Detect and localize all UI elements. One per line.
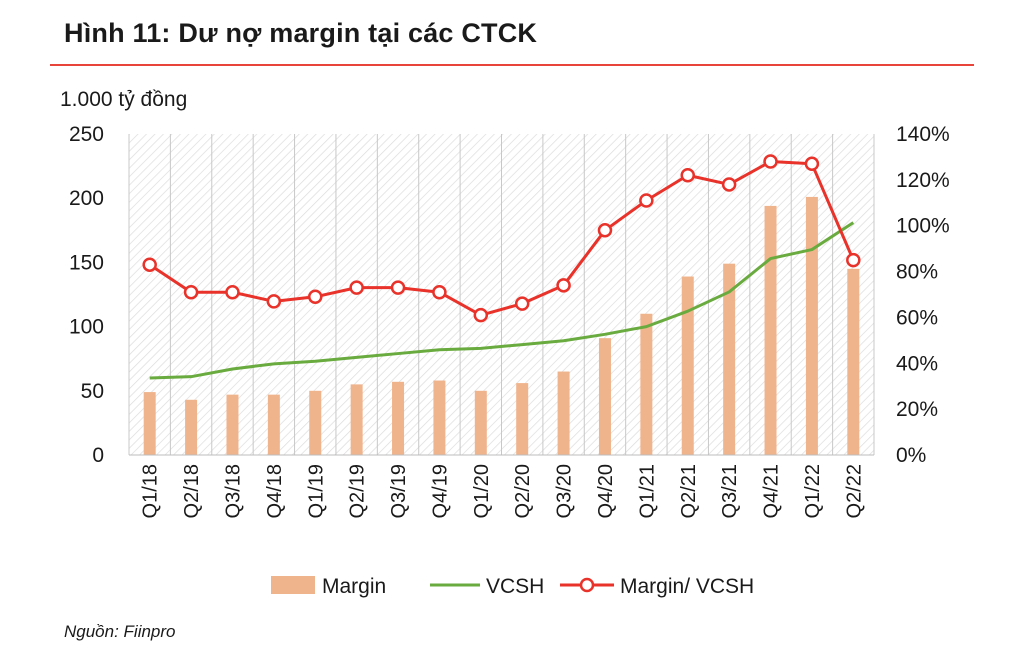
legend-label-vcsh: VCSH	[486, 575, 544, 598]
left-axis-tick-label: 250	[69, 123, 104, 146]
right-axis-tick-label: 40%	[896, 352, 938, 375]
ratio-line-group	[142, 154, 861, 323]
x-axis-tick-label: Q1/22	[802, 464, 824, 518]
left-axis-tick-label: 0	[92, 444, 104, 467]
source-note: Nguồn: Fiinpro	[64, 622, 176, 641]
right-axis-tick-label: 60%	[896, 306, 938, 329]
margin-bar	[143, 392, 156, 455]
margin-bar	[723, 263, 736, 455]
right-axis-tick-label: 0%	[896, 444, 926, 467]
legend-label-ratio: Margin/ VCSH	[620, 575, 754, 598]
ratio-point	[639, 193, 654, 208]
x-axis-tick-label: Q3/18	[222, 464, 244, 518]
ratio-point	[225, 284, 240, 300]
x-axis-tick-label: Q3/19	[388, 464, 410, 518]
right-axis-tick-label: 100%	[896, 215, 950, 238]
right-axis-tick-label: 140%	[896, 123, 950, 146]
x-axis-tick-label: Q4/18	[264, 464, 286, 518]
margin-bar	[640, 313, 653, 455]
vcsh-line	[149, 221, 855, 380]
ratio-point	[390, 280, 406, 295]
x-axis-tick-label: Q3/21	[719, 464, 741, 518]
ratio-point	[473, 307, 489, 323]
y-axis-unit-label: 1.000 tỷ đồng	[60, 88, 188, 111]
ratio-point	[349, 280, 364, 295]
margin-bar	[764, 205, 777, 455]
left-axis-ticks: 0 50 100 150 200 250	[69, 123, 104, 467]
margin-bar	[350, 384, 363, 455]
x-axis-tick-label: Q1/19	[305, 464, 327, 518]
ratio-point	[804, 156, 820, 172]
ratio-point	[183, 284, 199, 300]
ratio-point	[846, 252, 861, 268]
ratio-point	[763, 154, 778, 169]
x-axis-tick-label: Q1/21	[636, 464, 658, 518]
x-axis-tick-label: Q1/18	[140, 464, 162, 518]
chart-legend: Margin VCSH Margin/ VCSH	[271, 575, 754, 598]
legend-marker-ratio	[579, 577, 595, 593]
x-axis-tick-label: Q2/20	[512, 464, 534, 518]
margin-bars	[143, 196, 860, 455]
title-rule	[50, 64, 974, 66]
left-axis-tick-label: 150	[69, 251, 104, 274]
legend-label-margin: Margin	[322, 575, 386, 598]
legend-swatch-margin	[271, 576, 315, 594]
ratio-point	[597, 223, 613, 238]
x-axis-tick-label: Q2/21	[678, 464, 700, 518]
margin-bar	[516, 383, 529, 455]
ratio-point	[721, 177, 737, 192]
vcsh-line-group	[149, 221, 855, 380]
margin-bar	[433, 380, 446, 455]
margin-bar	[474, 390, 487, 455]
right-axis-tick-label: 20%	[896, 398, 938, 421]
x-axis-tick-label: Q4/19	[429, 464, 451, 518]
ratio-point	[308, 289, 323, 305]
left-axis-tick-label: 50	[81, 380, 104, 403]
ratio-point	[142, 257, 157, 272]
ratio-point	[514, 296, 530, 311]
margin-bar	[267, 394, 280, 455]
x-axis-tick-label: Q1/20	[471, 464, 493, 518]
margin-bar	[598, 338, 611, 455]
x-axis-tick-label: Q2/18	[181, 464, 203, 518]
right-axis-tick-label: 80%	[896, 261, 938, 284]
x-axis-tick-label: Q4/20	[595, 464, 617, 518]
margin-bar	[226, 394, 239, 455]
margin-bar	[805, 196, 818, 455]
margin-bar	[392, 381, 405, 455]
x-axis-tick-label: Q2/22	[843, 464, 865, 518]
left-axis-tick-label: 200	[69, 187, 104, 210]
margin-bar	[309, 390, 322, 455]
ratio-point	[556, 278, 571, 293]
x-axis-tick-label: Q2/19	[347, 464, 369, 518]
x-axis-tick-label: Q3/20	[554, 464, 576, 518]
figure-title: Hình 11: Dư nợ margin tại các CTCK	[64, 18, 538, 48]
margin-bar	[847, 268, 860, 455]
margin-bar	[557, 371, 570, 455]
ratio-point	[680, 168, 695, 183]
margin-bar	[681, 276, 694, 455]
x-axis-ticks: Q1/18 Q2/18 Q3/18 Q4/18 Q1/19 Q2/19 Q3/19 Q4/19…	[140, 464, 866, 518]
x-axis-tick-label: Q4/21	[761, 464, 783, 518]
right-axis-tick-label: 120%	[896, 169, 950, 192]
margin-bar	[185, 399, 198, 455]
ratio-point	[432, 284, 447, 300]
ratio-point	[266, 294, 282, 309]
right-axis-ticks: 0% 20% 40% 60% 80% 100% 120% 140%	[896, 123, 950, 467]
vertical-gridlines	[128, 134, 875, 455]
left-axis-tick-label: 100	[69, 316, 104, 339]
